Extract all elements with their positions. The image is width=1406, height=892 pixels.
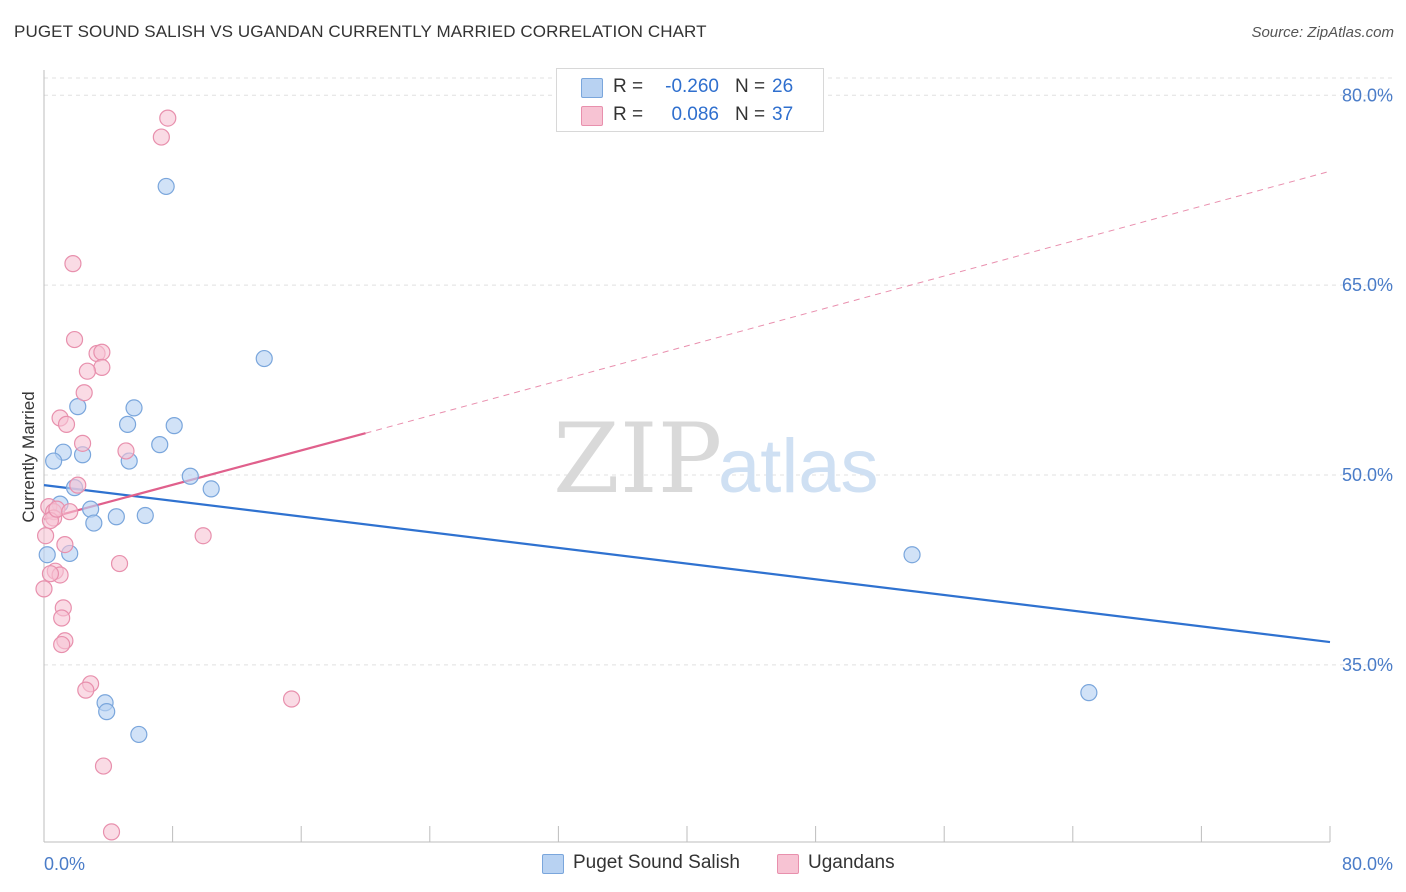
bottom-legend-label: Ugandans bbox=[808, 852, 895, 873]
y-tick-label: 65.0% bbox=[1342, 275, 1393, 295]
puget-point bbox=[69, 398, 87, 416]
ugandans-point bbox=[93, 358, 111, 377]
ugandans-point bbox=[41, 565, 60, 583]
bottom-legend-swatch-blue bbox=[542, 854, 564, 874]
ugandans-point bbox=[53, 635, 71, 654]
legend-row-puget: R = -0.260 N = 26 bbox=[557, 74, 823, 102]
ugandans-point bbox=[282, 690, 301, 708]
puget-point bbox=[130, 725, 148, 744]
ugandans-point bbox=[93, 343, 111, 361]
legend-n-label: N = bbox=[735, 76, 766, 97]
puget-point bbox=[38, 546, 56, 564]
ugandans-point bbox=[78, 362, 97, 380]
legend-r-label: R = bbox=[613, 104, 644, 125]
legend-n-value: 26 bbox=[772, 76, 794, 97]
puget-point bbox=[82, 500, 100, 518]
legend-r-label: R = bbox=[613, 76, 644, 97]
ugandans-point bbox=[56, 535, 74, 554]
puget-point bbox=[181, 467, 199, 485]
puget-point bbox=[903, 546, 921, 564]
tick-labels: 35.0% 50.0% 65.0% 80.0% 0.0% 80.0% bbox=[44, 85, 1393, 874]
puget-point bbox=[255, 349, 273, 368]
puget-point bbox=[151, 436, 169, 454]
ugandans-point bbox=[61, 503, 79, 521]
grid-lines bbox=[44, 77, 1392, 666]
axes bbox=[43, 70, 1331, 843]
legend-n-value: 37 bbox=[772, 104, 794, 125]
x-tick-label: 80.0% bbox=[1342, 854, 1393, 874]
bottom-legend-swatch-pink bbox=[777, 854, 799, 874]
y-tick-label: 50.0% bbox=[1342, 465, 1393, 485]
ugandans-point bbox=[117, 442, 135, 460]
ugandans-point bbox=[53, 609, 71, 627]
puget-point bbox=[107, 508, 125, 526]
watermark-zip: ZIP bbox=[553, 403, 722, 515]
puget-point bbox=[98, 703, 116, 721]
y-tick-label: 35.0% bbox=[1342, 655, 1393, 675]
ugandans-point bbox=[57, 415, 76, 433]
puget-point bbox=[125, 399, 143, 417]
ugandans-point bbox=[102, 823, 121, 841]
legend-row-ugandans: R = 0.086 N = 37 bbox=[557, 102, 823, 130]
ugandans-point bbox=[110, 554, 129, 573]
ugandans-point bbox=[152, 128, 170, 146]
ugandans-point bbox=[94, 757, 113, 775]
ugandans-point bbox=[159, 109, 177, 127]
puget-point bbox=[157, 177, 175, 196]
ugandans-point bbox=[194, 527, 212, 545]
puget-point bbox=[202, 480, 220, 498]
puget-point bbox=[45, 452, 63, 470]
ugandans-point bbox=[75, 384, 93, 402]
watermark: ZIP atlas bbox=[553, 403, 879, 515]
legend-r-value: 0.086 bbox=[671, 104, 719, 125]
ugandans-point bbox=[65, 330, 84, 349]
puget-point bbox=[118, 415, 137, 433]
ugandans-point bbox=[64, 255, 82, 273]
y-axis-label: Currently Married bbox=[19, 391, 38, 522]
puget-point bbox=[165, 417, 183, 435]
ugandans-point bbox=[35, 580, 53, 598]
puget-trend-line bbox=[43, 484, 1331, 644]
x-tick-label: 0.0% bbox=[44, 854, 85, 874]
legend-r-value: -0.260 bbox=[665, 76, 719, 97]
puget-point bbox=[85, 514, 103, 532]
watermark-atlas: atlas bbox=[718, 424, 879, 509]
ugandans-point bbox=[73, 434, 92, 452]
chart-title: PUGET SOUND SALISH VS UGANDAN CURRENTLY … bbox=[14, 22, 707, 41]
ugandans-point bbox=[77, 681, 95, 699]
legend-swatch-blue bbox=[581, 78, 603, 98]
data-points bbox=[35, 109, 1098, 841]
ugandans-point bbox=[37, 527, 55, 545]
correlation-legend: R = -0.260 N = 26 R = 0.086 N = 37 bbox=[556, 68, 824, 132]
ugandans-trend-extension bbox=[365, 170, 1331, 434]
legend-n-label: N = bbox=[735, 104, 766, 125]
y-tick-label: 80.0% bbox=[1342, 85, 1393, 105]
puget-point bbox=[136, 506, 154, 525]
puget-point bbox=[1080, 684, 1098, 702]
ugandans-point bbox=[69, 476, 87, 494]
legend-swatch-pink bbox=[581, 106, 603, 126]
source-label: Source: ZipAtlas.com bbox=[1251, 24, 1394, 41]
bottom-legend-label: Puget Sound Salish bbox=[573, 852, 740, 873]
